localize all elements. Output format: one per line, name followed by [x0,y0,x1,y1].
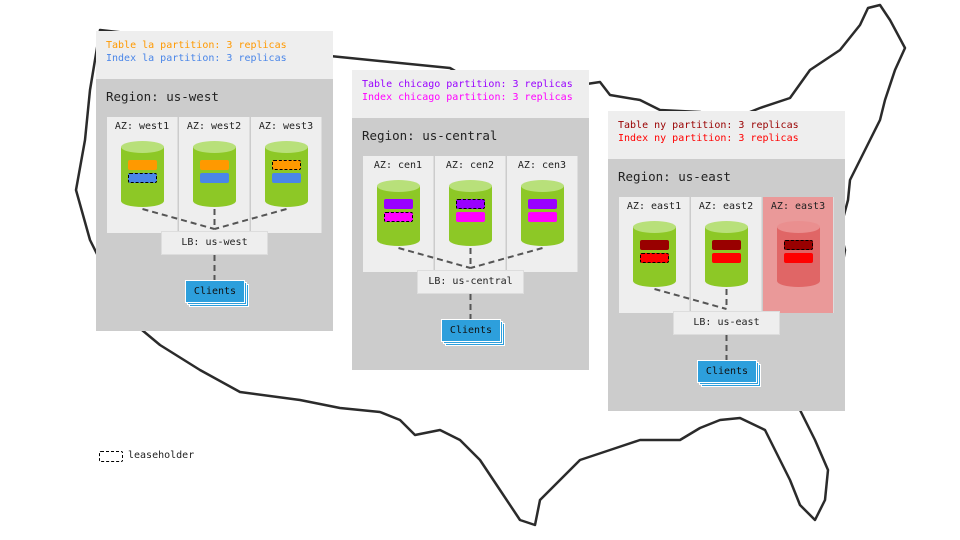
availability-zones: AZ: east1 AZ: east2 AZ: east3 [619,197,835,313]
table-partition-text: Table chicago partition: 3 replicas [362,79,573,90]
database-node-icon [705,221,748,287]
leaseholder-swatch [99,451,123,462]
availability-zones: AZ: west1 AZ: west2 AZ: west3 [107,117,323,233]
region-us-east: Table ny partition: 3 replicas Index ny … [608,111,845,411]
partition-header: Table chicago partition: 3 replicas Inde… [352,70,589,118]
index-replica [456,212,485,222]
table-replica [712,240,741,250]
zone-label: AZ: cen1 [373,160,423,171]
zone-label: AZ: cen3 [517,160,567,171]
region-us-west: Table la partition: 3 replicas Index la … [96,31,333,331]
availability-zone: AZ: west1 [107,117,178,233]
index-replica [128,173,157,183]
load-balancer: LB: us-central [417,270,524,294]
index-replica [528,212,557,222]
table-replica [528,199,557,209]
index-partition-text: Index chicago partition: 3 replicas [362,92,573,103]
clients-stack: Clients [185,280,249,307]
legend-label: leaseholder [128,450,195,461]
database-node-icon [121,141,164,207]
availability-zone: AZ: cen3 [507,156,578,272]
region-us-central: Table chicago partition: 3 replicas Inde… [352,70,589,370]
clients-box: Clients [185,280,245,303]
zone-label: AZ: west3 [258,121,314,132]
clients-box: Clients [697,360,757,383]
database-node-icon [521,180,564,246]
table-replica [272,160,301,170]
index-replica [784,253,813,263]
index-replica [384,212,413,222]
database-node-icon [265,141,308,207]
partition-header: Table ny partition: 3 replicas Index ny … [608,111,845,159]
table-replica [456,199,485,209]
table-partition-text: Table la partition: 3 replicas [106,40,287,51]
load-balancer: LB: us-east [673,311,780,335]
clients-stack: Clients [697,360,761,387]
zone-label: AZ: cen2 [445,160,495,171]
availability-zone: AZ: cen1 [363,156,434,272]
availability-zones: AZ: cen1 AZ: cen2 AZ: cen3 [363,156,579,272]
index-partition-text: Index ny partition: 3 replicas [618,133,799,144]
database-node-icon [377,180,420,246]
region-label: Region: us-west [106,89,219,104]
database-node-icon [633,221,676,287]
zone-label: AZ: west2 [186,121,242,132]
availability-zone: AZ: east3 [763,197,834,313]
database-node-icon [777,221,820,287]
table-partition-text: Table ny partition: 3 replicas [618,120,799,131]
zone-label: AZ: east1 [626,201,682,212]
table-replica [640,240,669,250]
availability-zone: AZ: west2 [179,117,250,233]
load-balancer: LB: us-west [161,231,268,255]
table-replica [128,160,157,170]
clients-box: Clients [441,319,501,342]
availability-zone: AZ: west3 [251,117,322,233]
region-label: Region: us-central [362,128,498,143]
clients-stack: Clients [441,319,505,346]
zone-label: AZ: east3 [770,201,826,212]
database-node-icon [193,141,236,207]
index-partition-text: Index la partition: 3 replicas [106,53,287,64]
partition-header: Table la partition: 3 replicas Index la … [96,31,333,79]
zone-label: AZ: east2 [698,201,754,212]
index-replica [200,173,229,183]
table-replica [784,240,813,250]
database-node-icon [449,180,492,246]
region-label: Region: us-east [618,169,731,184]
index-replica [640,253,669,263]
table-replica [200,160,229,170]
zone-label: AZ: west1 [114,121,170,132]
availability-zone: AZ: east1 [619,197,690,313]
index-replica [712,253,741,263]
availability-zone: AZ: cen2 [435,156,506,272]
index-replica [272,173,301,183]
table-replica [384,199,413,209]
availability-zone: AZ: east2 [691,197,762,313]
